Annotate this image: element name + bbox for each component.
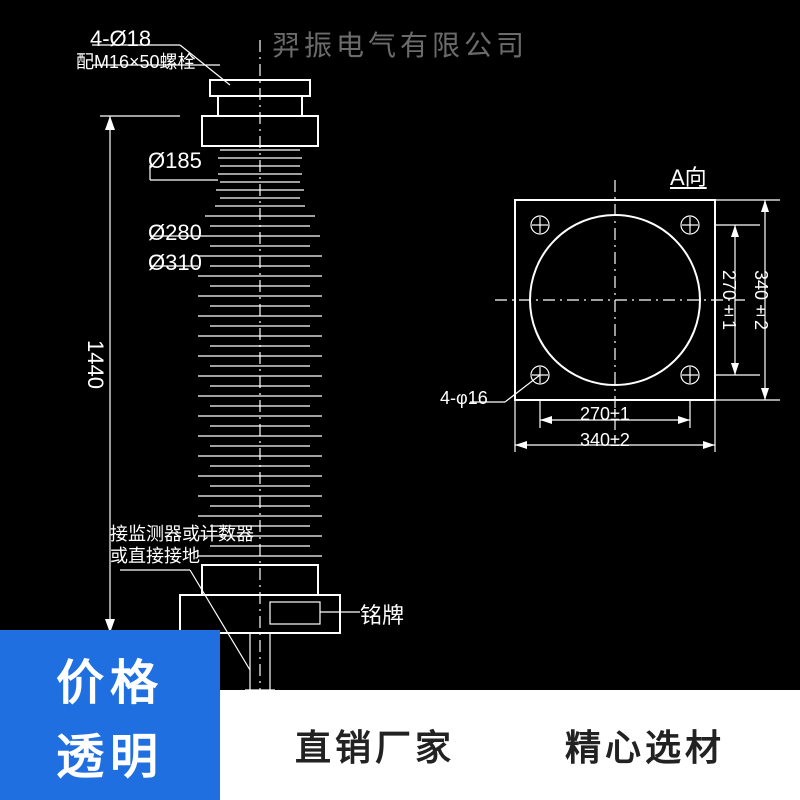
- note-nameplate: 铭牌: [360, 598, 404, 630]
- note-monitor-text: 接监测器或计数器 或直接接地: [110, 524, 254, 566]
- note-monitor: 接监测器或计数器 或直接接地: [110, 524, 254, 567]
- stage: 羿振电气有限公司: [0, 0, 800, 800]
- flange-holes-label: 4-φ16: [440, 388, 488, 409]
- flange-view-label: A向: [670, 160, 707, 192]
- flange-dim-270h: 270±1: [580, 404, 630, 425]
- flange-dim-340v: 340±2: [750, 270, 771, 330]
- dim-height: 1440: [82, 340, 108, 389]
- promo-badge: 价格 透明: [0, 630, 220, 800]
- flange-top-view: A向 4-φ16 270±1 340±2 270±1 340±2: [460, 170, 790, 470]
- promo-line2: 透明: [56, 717, 164, 787]
- top-holes-label2: 配M16×50螺栓: [76, 48, 196, 74]
- dim-d280: Ø280: [148, 220, 202, 246]
- bottom-strip: 直销厂家 精心选材: [220, 690, 800, 800]
- promo-line1: 价格: [56, 643, 164, 713]
- dim-d185: Ø185: [148, 148, 202, 174]
- flange-svg: [460, 170, 790, 470]
- dim-d310: Ø310: [148, 250, 202, 276]
- flange-dim-340h: 340±2: [580, 430, 630, 451]
- tag-material: 精心选材: [565, 719, 725, 771]
- tag-factory: 直销厂家: [295, 719, 455, 771]
- flange-dim-270v: 270±1: [718, 270, 739, 330]
